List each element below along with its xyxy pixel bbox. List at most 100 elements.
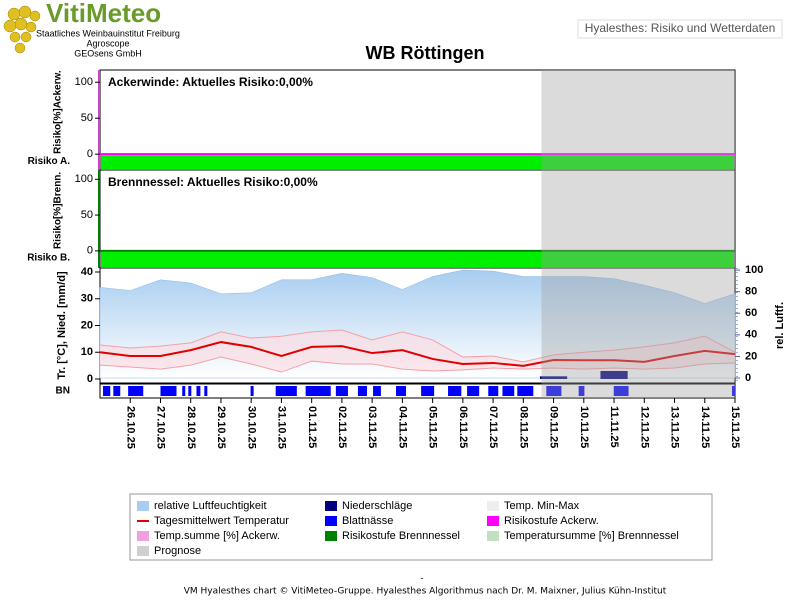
leaf-wetness	[502, 386, 515, 396]
y-tick-label: 50	[81, 112, 93, 124]
x-tick-label: 14.11.25	[699, 406, 711, 448]
legend-swatch	[487, 501, 499, 511]
badge-box	[577, 19, 783, 39]
leaf-wetness	[196, 386, 201, 396]
legend-label: Temp.summe [%] Ackerw.	[154, 530, 280, 542]
x-tick-label: 07.11.25	[487, 406, 499, 448]
leaf-wetness	[204, 386, 208, 396]
leaf-wetness	[731, 386, 735, 396]
logo-grapes	[3, 5, 41, 54]
x-tick-label: 15.11.25	[729, 406, 741, 448]
y2-tick-label: 80	[745, 286, 757, 298]
temp-max-line	[99, 329, 736, 363]
legend-label: Tagesmittelwert Temperatur	[154, 515, 289, 527]
footer-dash: -	[420, 574, 423, 584]
leaf-wetness	[103, 386, 111, 396]
legend-label: Risikostufe Brennnessel	[342, 530, 460, 542]
leaf-wetness	[160, 386, 177, 396]
org-line: Agroscope	[86, 38, 129, 48]
precipitation-bar	[539, 376, 568, 379]
legend-swatch	[325, 531, 337, 541]
y-tick-label: 40	[81, 266, 93, 278]
y-tick-label: 0	[87, 373, 93, 385]
leaf-wetness	[488, 386, 499, 396]
leaf-wetness	[613, 386, 629, 396]
x-tick-label: 03.11.25	[366, 406, 378, 448]
temp-min-max-band	[100, 330, 735, 373]
x-tick-label: 28.10.25	[185, 406, 197, 449]
y-axis-label: Risiko[%]Ackerw.	[53, 70, 64, 154]
panel-title: Ackerwinde: Aktuelles Risiko:0,00%	[108, 75, 313, 89]
logo: VitiMeteo	[46, 0, 161, 28]
legend-swatch	[137, 546, 149, 556]
leaf-wetness	[188, 386, 192, 396]
org-line: GEOsens GmbH	[74, 48, 142, 58]
x-tick-label: 13.11.25	[669, 406, 681, 448]
x-tick-label: 06.11.25	[457, 406, 469, 448]
leaf-wetness	[467, 386, 480, 396]
x-tick-label: 12.11.25	[638, 406, 650, 448]
org-line: Staatliches Weinbauinstitut Freiburg	[36, 28, 180, 38]
y-axis-label: Risiko[%]Brenn.	[53, 172, 64, 249]
legend-label: Risikostufe Ackerw.	[504, 515, 599, 527]
forecast-overlay	[541, 70, 735, 398]
legend-swatch	[137, 531, 149, 541]
legend-swatch	[487, 531, 499, 541]
legend-label: Blattnässe	[342, 515, 393, 527]
leaf-wetness	[373, 386, 381, 396]
leaf-wetness	[128, 386, 144, 396]
legend-label: Temp. Min-Max	[504, 500, 580, 512]
x-tick-label: 10.11.25	[578, 406, 590, 448]
y-tick-label: 30	[81, 293, 93, 305]
temp-mean-line	[99, 341, 736, 367]
y-axis-label: Tr. [°C], Nied. [mm/d]	[56, 271, 68, 380]
leaf-wetness	[396, 386, 407, 396]
row-label: Risiko A.	[28, 156, 71, 167]
x-tick-label: 31.10.25	[276, 406, 288, 449]
badge: Hyalesthes: Risiko und Wetterdaten	[585, 21, 776, 35]
footer: VM Hyalesthes chart © VitiMeteo-Gruppe. …	[184, 587, 667, 597]
legend-label: Niederschläge	[342, 500, 412, 512]
y2-axis-label: rel. Luftf.	[774, 302, 786, 349]
legend-swatch	[487, 516, 499, 526]
leaf-wetness	[182, 386, 186, 396]
risk-stage-strip	[101, 155, 734, 169]
x-tick-label: 01.11.25	[306, 406, 318, 448]
legend-box	[129, 493, 713, 561]
x-tick-label: 26.10.25	[124, 406, 136, 449]
y-tick-label: 100	[75, 173, 93, 185]
x-tick-label: 30.10.25	[245, 406, 257, 449]
y2-tick-label: 60	[745, 307, 757, 319]
y-tick-label: 100	[75, 76, 93, 88]
leaf-wetness	[357, 386, 368, 396]
panel-title: Brennnessel: Aktuelles Risiko:0,00%	[108, 175, 318, 189]
y-tick-label: 10	[81, 346, 93, 358]
leaf-wetness	[421, 386, 435, 396]
legend-swatch	[325, 501, 337, 511]
y2-tick-label: 40	[745, 329, 757, 341]
x-tick-label: 05.11.25	[427, 406, 439, 448]
x-tick-label: 04.11.25	[396, 406, 408, 448]
legend-label: relative Luftfeuchtigkeit	[154, 500, 267, 512]
x-tick-label: 11.11.25	[608, 406, 620, 448]
x-tick-label: 02.11.25	[336, 406, 348, 448]
x-tick-label: 29.10.25	[215, 406, 227, 449]
legend-swatch	[325, 516, 337, 526]
strip-label: BN	[56, 386, 70, 397]
leaf-wetness	[578, 386, 585, 396]
leaf-wetness	[546, 386, 562, 396]
y-tick-label: 50	[81, 209, 93, 221]
x-tick-label: 08.11.25	[517, 406, 529, 448]
y-tick-label: 0	[87, 148, 93, 160]
leaf-wetness	[275, 386, 297, 396]
y-tick-label: 0	[87, 245, 93, 257]
risk-stage-strip	[101, 251, 734, 267]
y2-tick-label: 100	[745, 264, 763, 276]
legend-label: Temperatursumme [%] Brennnessel	[504, 530, 679, 542]
x-tick-label: 09.11.25	[548, 406, 560, 448]
precipitation-bar	[600, 370, 628, 379]
leaf-wetness	[517, 386, 534, 396]
leaf-wetness	[448, 386, 462, 396]
